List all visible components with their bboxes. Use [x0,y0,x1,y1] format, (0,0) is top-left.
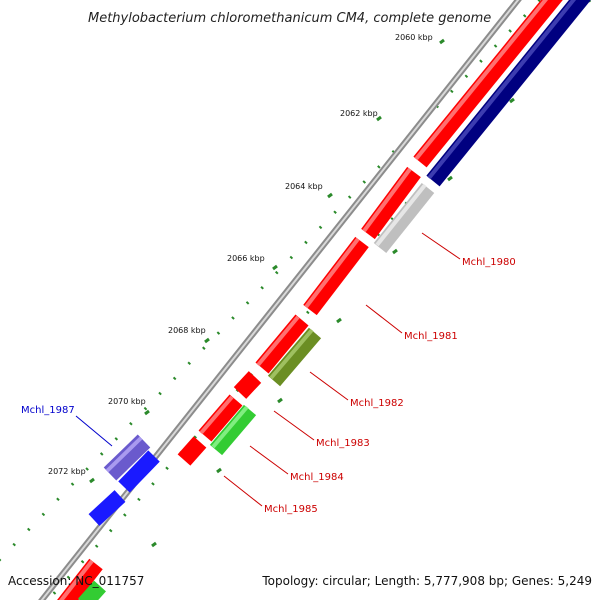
gene-label-leaders [75,232,461,507]
gene-labels: Mchl_1980 Mchl_1981 Mchl_1982 Mchl_1983 … [21,257,516,515]
tick-label: 2070 kbp [108,397,146,406]
gene-label[interactable]: Mchl_1984 [290,472,344,483]
reverse-strand-track [426,0,591,187]
tick-label: 2064 kbp [285,182,323,191]
map-title: Methylobacterium chloromethanicum CM4, c… [88,11,492,26]
gene-label[interactable]: Mchl_1983 [316,438,370,449]
gene-label[interactable]: Mchl_1981 [404,331,458,342]
tick-label: 2068 kbp [168,326,206,335]
gene-label[interactable]: Mchl_1982 [350,398,404,409]
genome-stats-label: Topology: circular; Length: 5,777,908 bp… [262,574,592,588]
feature-track-other [78,183,435,600]
gene-label[interactable]: Mchl_1985 [264,504,318,515]
kbp-tick-labels: 2060 kbp 2062 kbp 2064 kbp 2066 kbp 2068… [48,33,433,476]
forward-gene-track [57,0,563,600]
tick-label: 2060 kbp [395,33,433,42]
gene-label[interactable]: Mchl_1980 [462,257,516,268]
tick-label: 2072 kbp [48,467,86,476]
tick-label: 2066 kbp [227,254,265,263]
accession-label: Accession: NC_011757 [8,574,145,588]
kbp-tick-marks [89,38,515,548]
gene-label[interactable]: Mchl_1987 [21,405,75,416]
outer-ruler-dots [0,0,542,562]
tick-label: 2062 kbp [340,109,378,118]
